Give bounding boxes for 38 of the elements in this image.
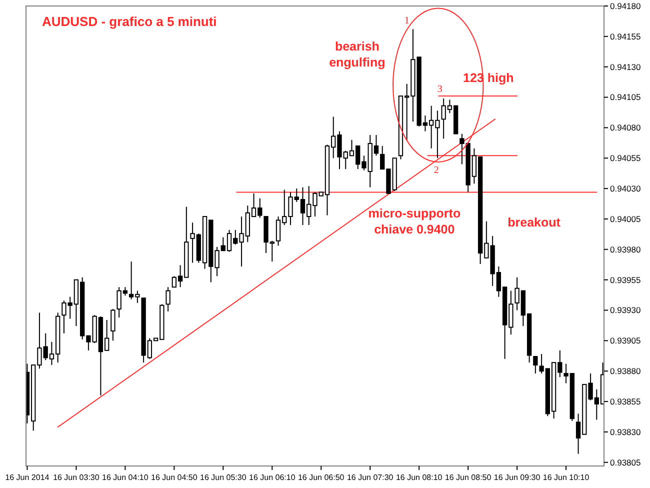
y-tick-label: 0.93955 — [610, 274, 641, 285]
x-tick-label: 16 Jun 07:30 — [346, 473, 394, 482]
annotation: 2 — [434, 164, 439, 176]
x-tick-label: 16 Jun 08:10 — [396, 473, 443, 482]
y-tick-label: 0.93980 — [610, 244, 641, 254]
y-tick-label: 0.93880 — [610, 366, 641, 376]
y-tick-label: 0.93805 — [610, 457, 641, 468]
y-tick-label: 0.94005 — [610, 214, 641, 224]
x-tick-label: 16 Jun 09:30 — [494, 473, 541, 482]
x-tick-label: 16 Jun 2014 — [5, 473, 50, 482]
x-tick-label: 16 Jun 10:10 — [542, 473, 590, 482]
text: AUDUSD - grafico a 5 minuti — [42, 14, 217, 29]
x-tick-label: 16 Jun 04:10 — [102, 473, 149, 482]
y-tick-label: 0.94080 — [610, 122, 641, 133]
x-tick-label: 16 Jun 05:30 — [200, 473, 247, 482]
y-tick-label: 0.93930 — [610, 305, 641, 316]
x-tick-label: 16 Jun 06:10 — [249, 473, 296, 482]
x-tick-label: 16 Jun 04:50 — [151, 473, 198, 482]
y-tick-label: 0.93905 — [610, 336, 641, 346]
annotation: 1 — [404, 15, 410, 26]
y-tick-label: 0.94055 — [610, 153, 641, 164]
annotation: 3 — [437, 84, 442, 95]
y-tick-label: 0.94030 — [610, 184, 641, 194]
x-tick-label: 16 Jun 08:50 — [444, 473, 492, 482]
x-tick-label: 16 Jun 06:50 — [298, 473, 345, 482]
y-tick-label: 0.94105 — [610, 92, 641, 102]
candlestick — [166, 286, 170, 312]
y-tick-label: 0.93855 — [610, 396, 641, 406]
candlestick — [533, 356, 538, 374]
y-tick-label: 0.94130 — [610, 62, 641, 72]
y-tick-label: 0.94180 — [610, 0, 641, 11]
candlestick — [110, 308, 116, 342]
annotation: bearish engulfing — [329, 40, 386, 70]
annotation: micro-supporto chiave 0.9400 — [368, 206, 461, 237]
annotation: breakout — [508, 216, 562, 230]
x-tick-label: 16 Jun 03:30 — [53, 473, 100, 482]
y-tick-label: 0.93830 — [610, 426, 641, 437]
y-tick-label: 0.94155 — [610, 31, 641, 42]
